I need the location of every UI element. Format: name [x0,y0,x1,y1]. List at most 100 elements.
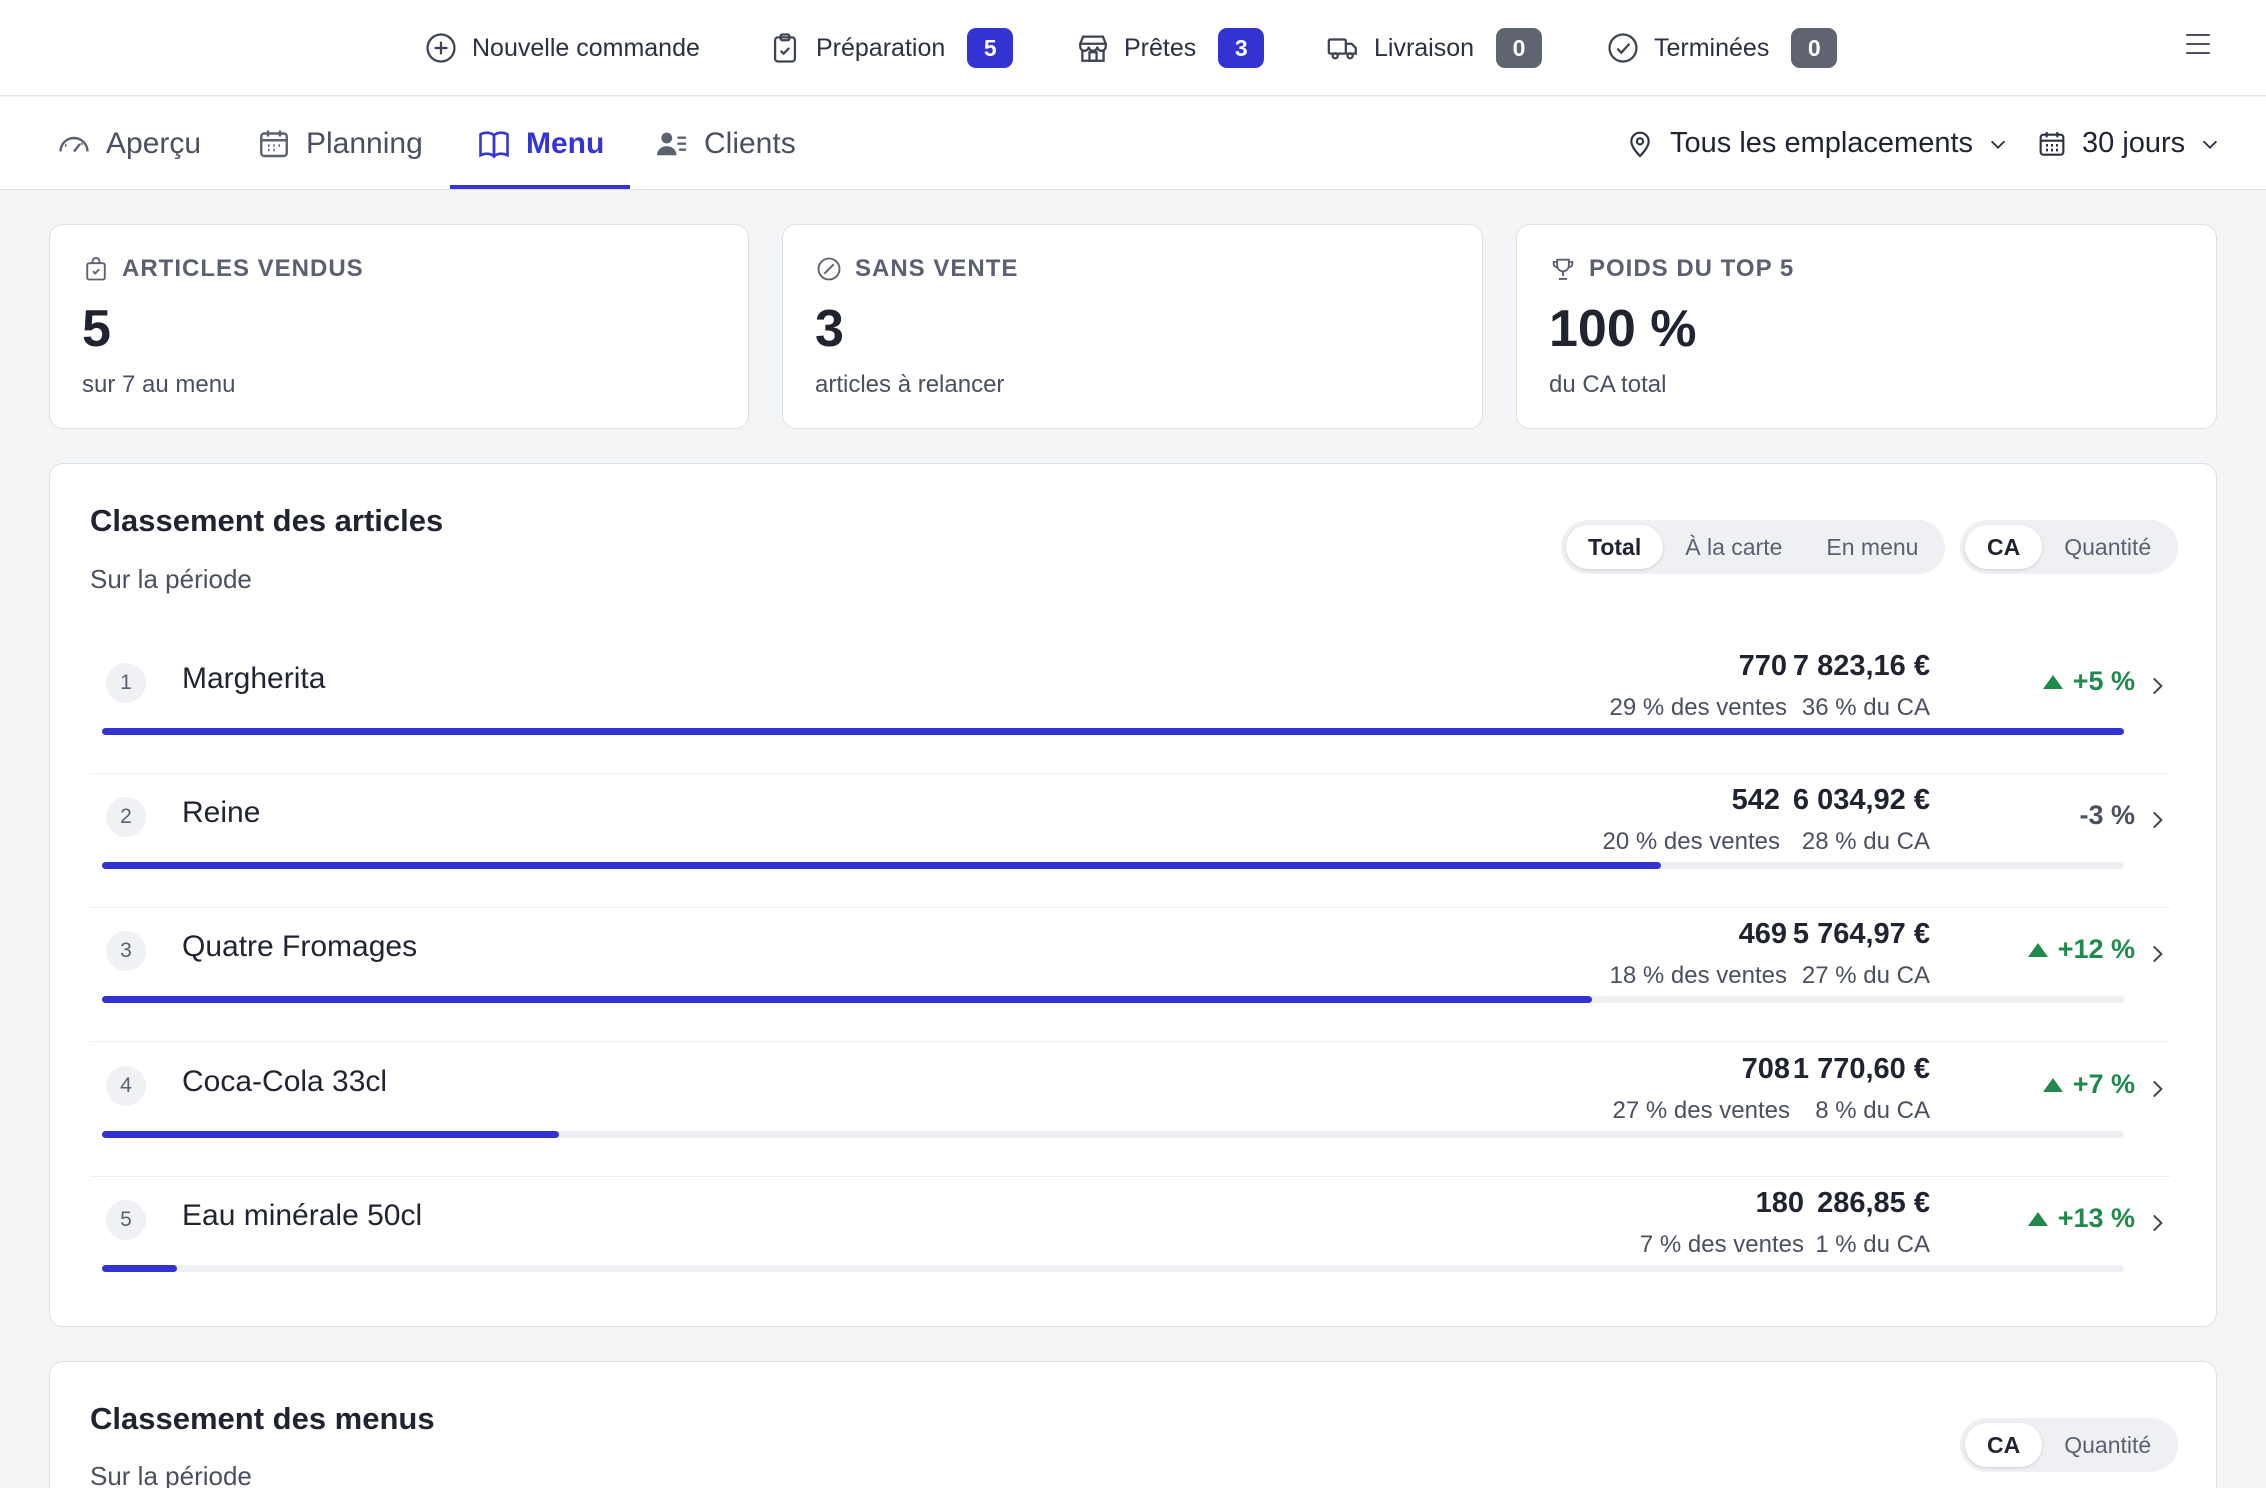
article-quantity: 180 [1755,1187,1804,1219]
article-revenue-share: 36 % du CA [1801,694,1930,721]
tab-clients[interactable]: Clients [654,97,796,190]
trend-up-icon [2027,942,2048,957]
rank-badge: 4 [106,1066,146,1106]
metric-option-quantite[interactable]: Quantité [2064,533,2152,560]
metric-option-ca[interactable]: CA [1965,1423,2043,1467]
map-pin-icon [1630,131,1650,157]
ranking-row[interactable]: 5 Eau minérale 50cl 180 7 % des ventes 2… [90,1177,2170,1311]
chevron-down-icon [1990,140,2006,149]
trend-value: +13 % [2057,1203,2135,1233]
rank-badge: 1 [106,663,146,703]
kpi-card-top5-weight: POIDS DU TOP 5 100 % du CA total [1516,224,2217,429]
article-sales-share: 7 % des ventes [1639,1231,1804,1258]
location-filter[interactable]: Tous les emplacements [1624,97,2009,190]
trend-value: +12 % [2057,934,2135,964]
trend-value: +7 % [2072,1069,2135,1099]
kpi-subtext: articles à relancer [815,371,1005,398]
scope-option-a-la-carte[interactable]: À la carte [1685,533,1783,560]
status-done-label: Terminées [1654,33,1770,62]
article-revenue-share: 28 % du CA [1801,828,1930,855]
metric-option-ca[interactable]: CA [1965,525,2043,569]
article-trend: +12 % [2027,934,2135,965]
status-delivery-label: Livraison [1374,33,1475,62]
ranking-row[interactable]: 4 Coca-Cola 33cl 708 27 % des ventes 1 7… [90,1043,2170,1177]
article-quantity: 542 [1731,784,1780,816]
revenue-bar [102,862,1661,869]
article-name: Coca-Cola 33cl [182,1065,388,1098]
article-sales-share: 20 % des ventes [1602,828,1780,855]
menus-metric-toggle: CA Quantité [1960,1418,2179,1472]
trend-value: +5 % [2072,666,2135,696]
chevron-right-icon [2153,1080,2163,1098]
metric-option-quantite[interactable]: Quantité [2064,1431,2152,1458]
article-sales-share: 29 % des ventes [1609,694,1787,721]
revenue-bar-track [102,1131,2124,1138]
ranking-row[interactable]: 1 Margherita 770 29 % des ventes 7 823,1… [90,640,2170,774]
main-nav: Aperçu Planning Menu Clients Tous les em… [0,97,2266,190]
article-revenue: 7 823,16 € [1792,650,1930,682]
article-name: Quatre Fromages [182,930,418,963]
status-preparation[interactable]: Préparation 5 [768,0,1014,96]
scope-option-total[interactable]: Total [1566,525,1664,569]
article-name: Eau minérale 50cl [182,1199,423,1232]
articles-ranking-title: Classement des articles [90,503,444,538]
status-ready-label: Prêtes [1124,33,1197,62]
scope-option-en-menu[interactable]: En menu [1826,533,1919,560]
article-revenue: 6 034,92 € [1792,784,1930,816]
calendar-icon [260,130,288,157]
articles-ranking-subtitle: Sur la période [90,564,252,594]
article-quantity: 770 [1738,650,1787,682]
kpi-label: ARTICLES VENDUS [122,255,364,282]
article-revenue-share: 8 % du CA [1815,1097,1930,1124]
tab-apercu[interactable]: Aperçu [56,97,201,190]
active-tab-indicator [450,185,630,189]
trend-up-icon [2042,674,2063,689]
kpi-subtext: sur 7 au menu [82,371,236,398]
ranking-row[interactable]: 2 Reine 542 20 % des ventes 6 034,92 € 2… [90,774,2170,908]
article-revenue-share: 27 % du CA [1801,962,1930,989]
tab-clients-label: Clients [704,126,796,160]
metric-toggle: CA Quantité [1960,520,2179,574]
check-circle-icon [1608,33,1638,63]
article-revenue-share: 1 % du CA [1815,1231,1930,1258]
article-name: Reine [182,796,261,829]
order-status-bar: Nouvelle commande Préparation 5 Prêtes 3… [0,0,2266,96]
revenue-bar [102,728,2124,735]
status-ready[interactable]: Prêtes 3 [1076,0,1265,96]
chevron-right-icon [2153,945,2163,963]
kpi-articles-sold-header: ARTICLES VENDUS [82,255,364,283]
new-order-label: Nouvelle commande [472,33,700,62]
kpi-card-no-sales: SANS VENTE 3 articles à relancer [782,224,1483,429]
revenue-bar-track [102,728,2124,735]
revenue-bar [102,1265,177,1272]
ranking-row[interactable]: 3 Quatre Fromages 469 18 % des ventes 5 … [90,908,2170,1042]
tab-planning[interactable]: Planning [256,97,423,190]
period-filter[interactable]: 30 jours [2036,97,2221,190]
revenue-bar-track [102,1265,2124,1272]
revenue-bar [102,996,1593,1003]
article-trend: +7 % [2042,1069,2135,1100]
status-done[interactable]: Terminées 0 [1606,0,1838,96]
menus-ranking-subtitle: Sur la période [90,1461,252,1488]
hamburger-icon[interactable] [2186,34,2210,62]
tab-menu-label: Menu [526,126,605,160]
new-order-button[interactable]: Nouvelle commande [424,0,700,96]
kpi-top5-header: POIDS DU TOP 5 [1549,255,1794,283]
bag-icon [86,257,106,281]
article-revenue: 5 764,97 € [1792,918,1930,950]
status-delivery[interactable]: Livraison 0 [1326,0,1543,96]
tab-menu[interactable]: Menu [476,97,604,190]
article-revenue: 286,85 € [1817,1187,1930,1219]
clipboard-icon [773,33,797,63]
article-quantity: 469 [1738,918,1787,950]
menus-ranking-panel [49,1361,2217,1488]
kpi-subtext: du CA total [1549,371,1667,398]
slash-circle-icon [817,257,841,281]
articles-ranking-panel [49,463,2217,1327]
status-delivery-badge: 0 [1496,28,1543,68]
tab-apercu-label: Aperçu [106,126,202,160]
article-name: Margherita [182,662,326,695]
article-trend: +13 % [2027,1203,2135,1234]
revenue-bar-track [102,996,2124,1003]
chevron-right-icon [2153,811,2163,829]
